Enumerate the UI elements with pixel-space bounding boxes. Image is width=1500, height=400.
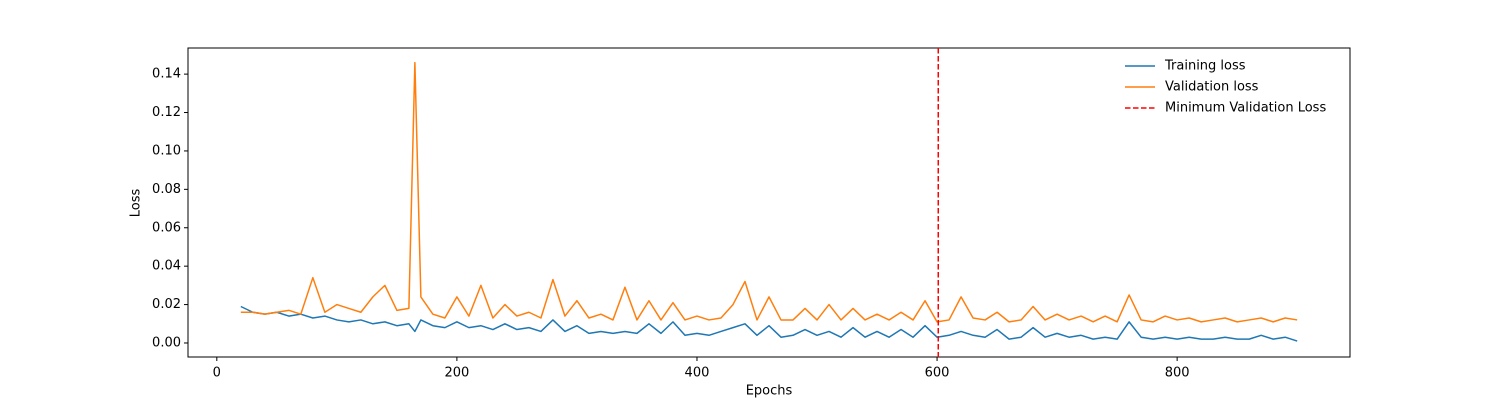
x-tick-label: 600	[925, 366, 950, 381]
legend-label: Minimum Validation Loss	[1165, 101, 1326, 116]
x-tick-label: 0	[213, 366, 221, 381]
x-axis-label: Epochs	[746, 384, 793, 399]
plot-frame	[187, 47, 1351, 358]
y-tick-label: 0.12	[152, 105, 181, 120]
line-series	[240, 305, 1298, 342]
x-tick-label: 200	[444, 366, 469, 381]
y-tick-label: 0.06	[152, 220, 181, 235]
x-tick-label: 800	[1165, 366, 1190, 381]
y-tick-label: 0.00	[152, 335, 181, 350]
y-axis-label: Loss	[129, 189, 144, 218]
y-tick-label: 0.02	[152, 297, 181, 312]
line-series	[240, 61, 1298, 323]
y-tick-label: 0.10	[152, 143, 181, 158]
y-tick-label: 0.04	[152, 259, 181, 274]
x-tick-label: 400	[685, 366, 710, 381]
y-tick-label: 0.08	[152, 182, 181, 197]
legend-label: Training loss	[1164, 59, 1246, 74]
y-tick-label: 0.14	[152, 67, 181, 82]
legend-label: Validation loss	[1165, 80, 1259, 95]
